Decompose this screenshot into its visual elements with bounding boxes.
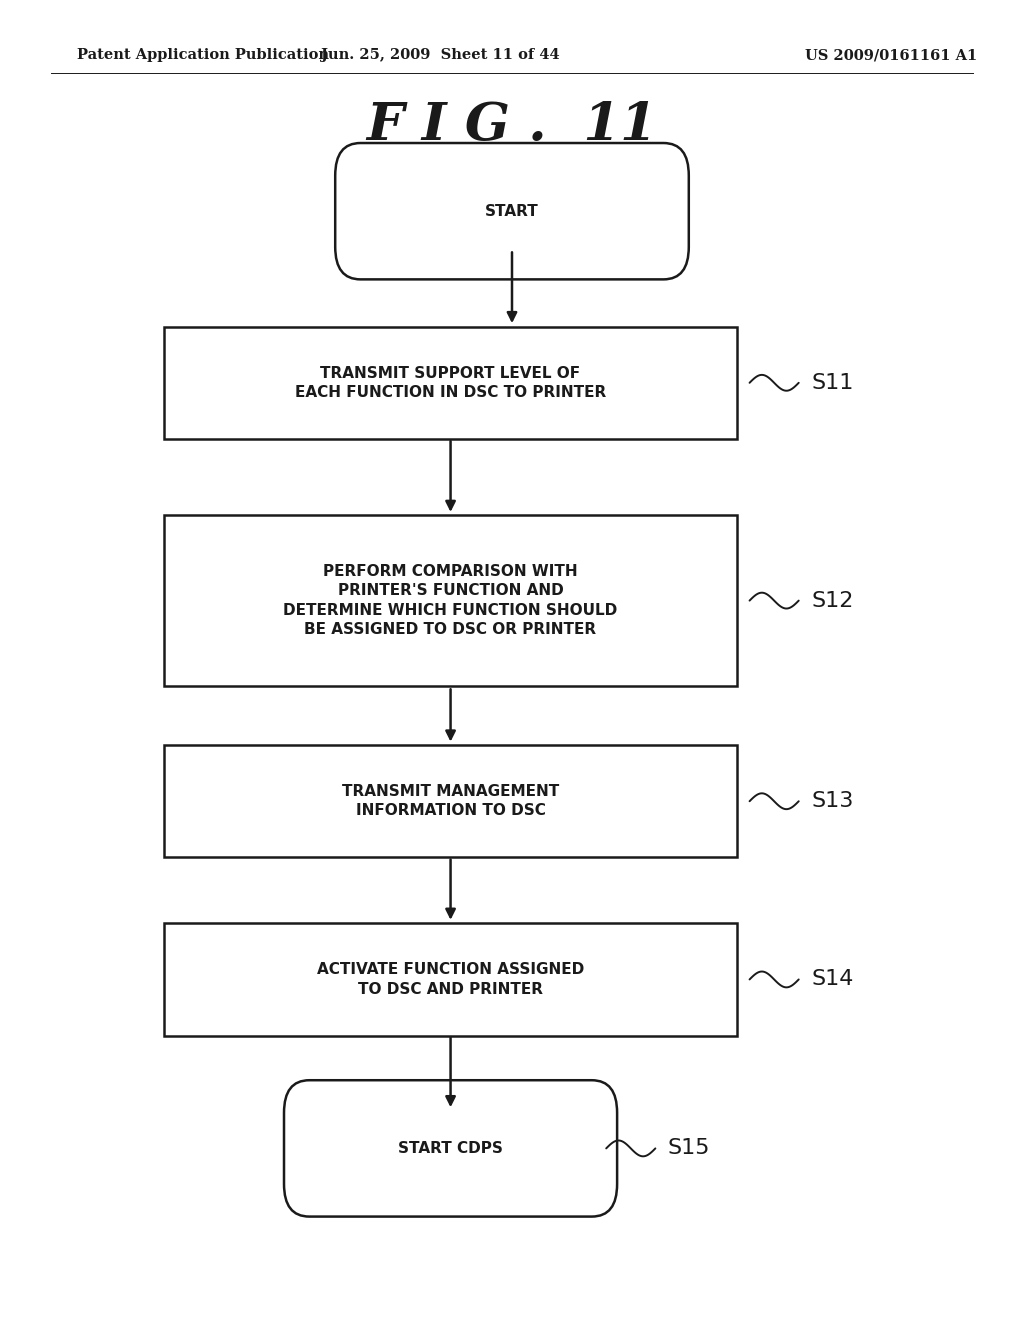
Text: F I G .  11: F I G . 11 [367,100,657,150]
Text: TRANSMIT SUPPORT LEVEL OF
EACH FUNCTION IN DSC TO PRINTER: TRANSMIT SUPPORT LEVEL OF EACH FUNCTION … [295,366,606,400]
Text: TRANSMIT MANAGEMENT
INFORMATION TO DSC: TRANSMIT MANAGEMENT INFORMATION TO DSC [342,784,559,818]
Text: START CDPS: START CDPS [398,1140,503,1156]
Text: START: START [485,203,539,219]
Text: S13: S13 [811,791,853,812]
Text: S14: S14 [811,969,853,990]
FancyBboxPatch shape [335,143,689,280]
Bar [164,327,737,438]
Text: Patent Application Publication: Patent Application Publication [77,49,329,62]
Text: Jun. 25, 2009  Sheet 11 of 44: Jun. 25, 2009 Sheet 11 of 44 [321,49,560,62]
Text: ACTIVATE FUNCTION ASSIGNED
TO DSC AND PRINTER: ACTIVATE FUNCTION ASSIGNED TO DSC AND PR… [317,962,584,997]
Text: US 2009/0161161 A1: US 2009/0161161 A1 [805,49,977,62]
Bar [164,515,737,686]
FancyBboxPatch shape [284,1080,617,1217]
Bar [164,744,737,858]
Bar [164,924,737,1035]
Text: PERFORM COMPARISON WITH
PRINTER'S FUNCTION AND
DETERMINE WHICH FUNCTION SHOULD
B: PERFORM COMPARISON WITH PRINTER'S FUNCTI… [284,565,617,636]
Text: S15: S15 [668,1138,711,1159]
Text: S12: S12 [811,590,853,611]
Text: S11: S11 [811,372,853,393]
